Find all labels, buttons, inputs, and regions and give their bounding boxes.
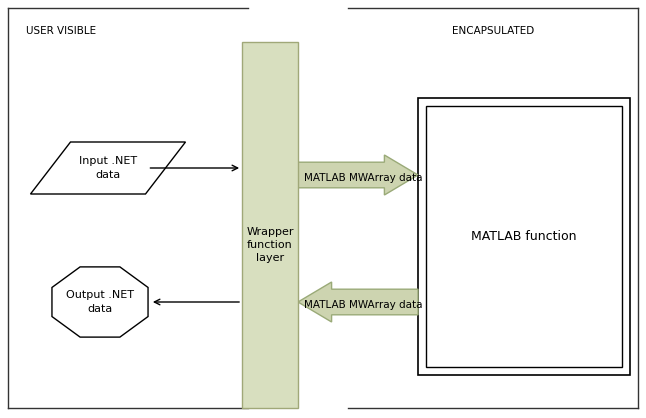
Bar: [242, 42, 298, 408]
Text: Output .NET
data: Output .NET data: [66, 291, 134, 314]
Text: Wrapper
function
layer: Wrapper function layer: [246, 227, 294, 263]
Polygon shape: [30, 142, 185, 194]
Bar: [418, 98, 630, 375]
Polygon shape: [52, 267, 148, 337]
Bar: [426, 106, 622, 367]
Text: Input .NET
data: Input .NET data: [79, 156, 137, 180]
Text: MATLAB MWArray data: MATLAB MWArray data: [304, 300, 422, 310]
Text: MATLAB function: MATLAB function: [471, 230, 577, 243]
Polygon shape: [298, 282, 418, 322]
Text: USER VISIBLE: USER VISIBLE: [26, 26, 96, 36]
Text: ENCAPSULATED: ENCAPSULATED: [452, 26, 534, 36]
Polygon shape: [298, 155, 418, 195]
Text: MATLAB MWArray data: MATLAB MWArray data: [304, 173, 422, 183]
